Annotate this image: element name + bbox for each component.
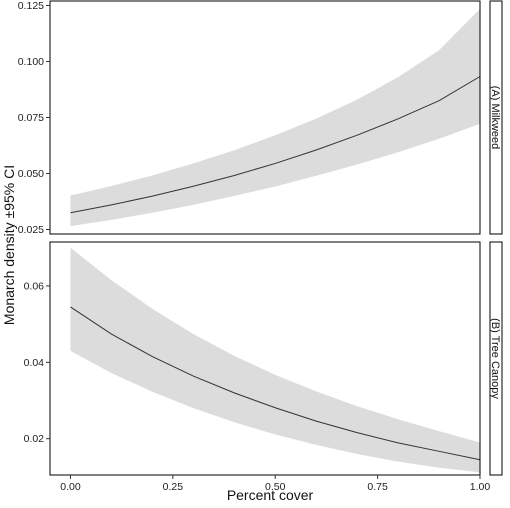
fit-line [70, 306, 481, 461]
facet-strip [489, 0, 503, 235]
x-axis-title: Percent cover [227, 487, 314, 503]
y-tick-label: 0.100 [18, 56, 44, 68]
y-tick-label: 0.06 [24, 280, 45, 292]
facet-strip-label: (B) Tree Canopy [489, 318, 501, 399]
confidence-band [70, 247, 480, 473]
y-tick-label: 0.04 [24, 357, 45, 369]
facet-strip [489, 241, 503, 476]
y-tick-label: 0.02 [24, 433, 45, 445]
x-tick-label: 0.00 [60, 481, 81, 493]
x-tick-label: 0.50 [265, 481, 286, 493]
x-tick-label: 0.75 [367, 481, 388, 493]
fit-line [70, 76, 481, 214]
y-tick-label: 0.125 [18, 0, 44, 12]
y-tick-label: 0.050 [18, 168, 44, 180]
x-tick-label: 1.00 [470, 481, 491, 493]
panel-border [49, 241, 481, 476]
y-tick-label: 0.075 [18, 112, 44, 124]
panel-2: 0.02 0.04 0.06 (B) Tree Canopy [24, 241, 503, 476]
x-tick-label: 0.25 [163, 481, 184, 493]
y-axis-title: Monarch density ±95% CI [1, 165, 17, 325]
panel-1: 0.025 0.050 0.075 0.100 0.125 (A) Milkweed [18, 0, 503, 236]
confidence-band [70, 8, 480, 227]
y-tick-label: 0.025 [18, 224, 44, 236]
facet-strip-label: (A) Milkweed [489, 86, 501, 150]
